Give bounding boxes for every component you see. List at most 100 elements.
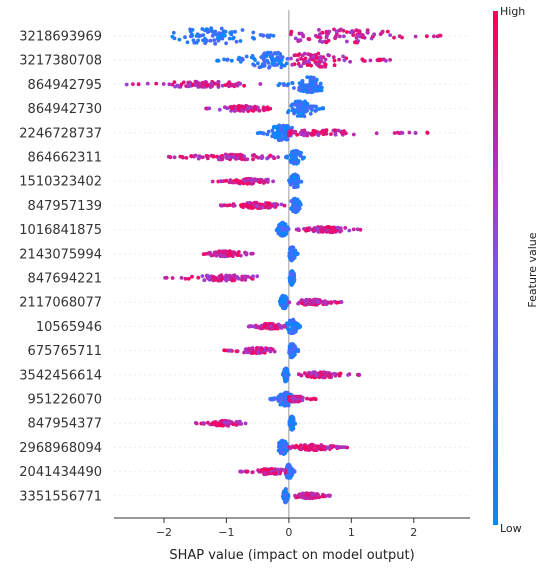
shap-point bbox=[244, 469, 249, 474]
shap-point bbox=[314, 77, 319, 82]
shap-point bbox=[223, 83, 228, 87]
shap-point bbox=[243, 202, 248, 207]
shap-point bbox=[228, 249, 232, 254]
shap-point bbox=[289, 182, 293, 187]
shap-point bbox=[231, 180, 236, 185]
shap-point bbox=[319, 87, 324, 92]
shap-point bbox=[284, 374, 289, 379]
shap-point bbox=[179, 82, 184, 87]
shap-point bbox=[216, 278, 221, 283]
shap-point bbox=[303, 88, 308, 93]
shap-point bbox=[225, 58, 230, 62]
shap-point bbox=[242, 83, 247, 88]
shap-point bbox=[192, 154, 197, 159]
shap-point bbox=[291, 328, 296, 333]
shap-point bbox=[298, 154, 303, 158]
shap-point bbox=[231, 35, 236, 40]
shap-point bbox=[236, 250, 241, 254]
shap-point bbox=[315, 226, 320, 231]
shap-point bbox=[300, 79, 305, 83]
shap-point bbox=[253, 58, 257, 62]
shap-point bbox=[154, 81, 159, 86]
shap-point bbox=[289, 207, 294, 211]
shap-point bbox=[189, 154, 194, 158]
shap-point bbox=[302, 445, 307, 449]
shap-point bbox=[227, 273, 232, 278]
feature-label: 864942730 bbox=[28, 102, 102, 117]
shap-point bbox=[187, 83, 192, 87]
shap-point bbox=[240, 28, 245, 32]
shap-point bbox=[314, 108, 318, 113]
shap-point bbox=[365, 30, 370, 35]
feature-row-847957139 bbox=[218, 196, 303, 215]
shap-point bbox=[332, 63, 337, 68]
shap-point bbox=[193, 83, 198, 88]
shap-point bbox=[281, 231, 285, 236]
shap-point bbox=[227, 81, 231, 86]
shap-point bbox=[260, 154, 264, 159]
shap-point bbox=[242, 154, 247, 159]
shap-point bbox=[345, 39, 349, 44]
colorbar-high-label: High bbox=[500, 5, 525, 18]
shap-point bbox=[296, 445, 301, 450]
shap-point bbox=[288, 475, 292, 480]
shap-point bbox=[273, 323, 278, 328]
shap-point bbox=[261, 107, 266, 111]
shap-point bbox=[368, 58, 373, 63]
shap-point bbox=[184, 84, 189, 88]
shap-point bbox=[305, 101, 310, 106]
shap-point bbox=[202, 421, 207, 426]
shap-point bbox=[256, 61, 260, 66]
shap-point bbox=[279, 396, 283, 401]
shap-point bbox=[279, 58, 284, 62]
shap-point bbox=[303, 301, 307, 305]
shap-point bbox=[332, 58, 337, 63]
shap-point bbox=[332, 371, 337, 376]
shap-point bbox=[170, 82, 175, 87]
shap-point bbox=[313, 81, 318, 86]
shap-point bbox=[342, 58, 347, 63]
feature-row-3351556771 bbox=[281, 487, 332, 505]
shap-point bbox=[278, 134, 283, 138]
feature-label: 3217380708 bbox=[19, 54, 102, 69]
shap-point bbox=[214, 423, 219, 427]
shap-point bbox=[311, 297, 316, 302]
row-guides bbox=[114, 35, 470, 497]
shap-point bbox=[201, 38, 205, 43]
shap-point bbox=[270, 134, 274, 139]
shap-point bbox=[239, 203, 243, 208]
shap-point bbox=[172, 155, 177, 160]
shap-point bbox=[293, 200, 297, 205]
shap-point bbox=[338, 34, 342, 39]
shap-point bbox=[240, 105, 245, 109]
shap-point bbox=[311, 57, 316, 62]
shap-point bbox=[287, 350, 292, 354]
feature-row-10565946 bbox=[246, 317, 303, 336]
x-tick-label: −2 bbox=[156, 526, 172, 539]
shap-point bbox=[228, 178, 233, 183]
shap-point bbox=[198, 33, 203, 38]
shap-point bbox=[351, 132, 356, 137]
shap-point bbox=[279, 202, 284, 207]
shap-point bbox=[293, 36, 298, 41]
shap-point bbox=[318, 35, 323, 40]
colorbar-low-label: Low bbox=[500, 522, 522, 535]
shap-point bbox=[293, 248, 298, 253]
shap-point bbox=[217, 249, 222, 254]
shap-point bbox=[303, 495, 307, 500]
shap-point bbox=[286, 82, 291, 86]
shap-point bbox=[272, 51, 277, 56]
shap-point bbox=[293, 399, 298, 404]
shap-point bbox=[290, 322, 295, 326]
shap-point bbox=[316, 133, 321, 137]
shap-point bbox=[284, 230, 289, 235]
shap-point bbox=[212, 275, 216, 280]
shap-point bbox=[333, 228, 338, 233]
shap-point bbox=[242, 274, 247, 279]
shap-point bbox=[273, 396, 278, 401]
shap-point bbox=[258, 202, 263, 207]
shap-point bbox=[260, 205, 265, 210]
shap-point bbox=[229, 32, 234, 37]
shap-point bbox=[336, 300, 340, 305]
shap-point bbox=[324, 40, 329, 45]
